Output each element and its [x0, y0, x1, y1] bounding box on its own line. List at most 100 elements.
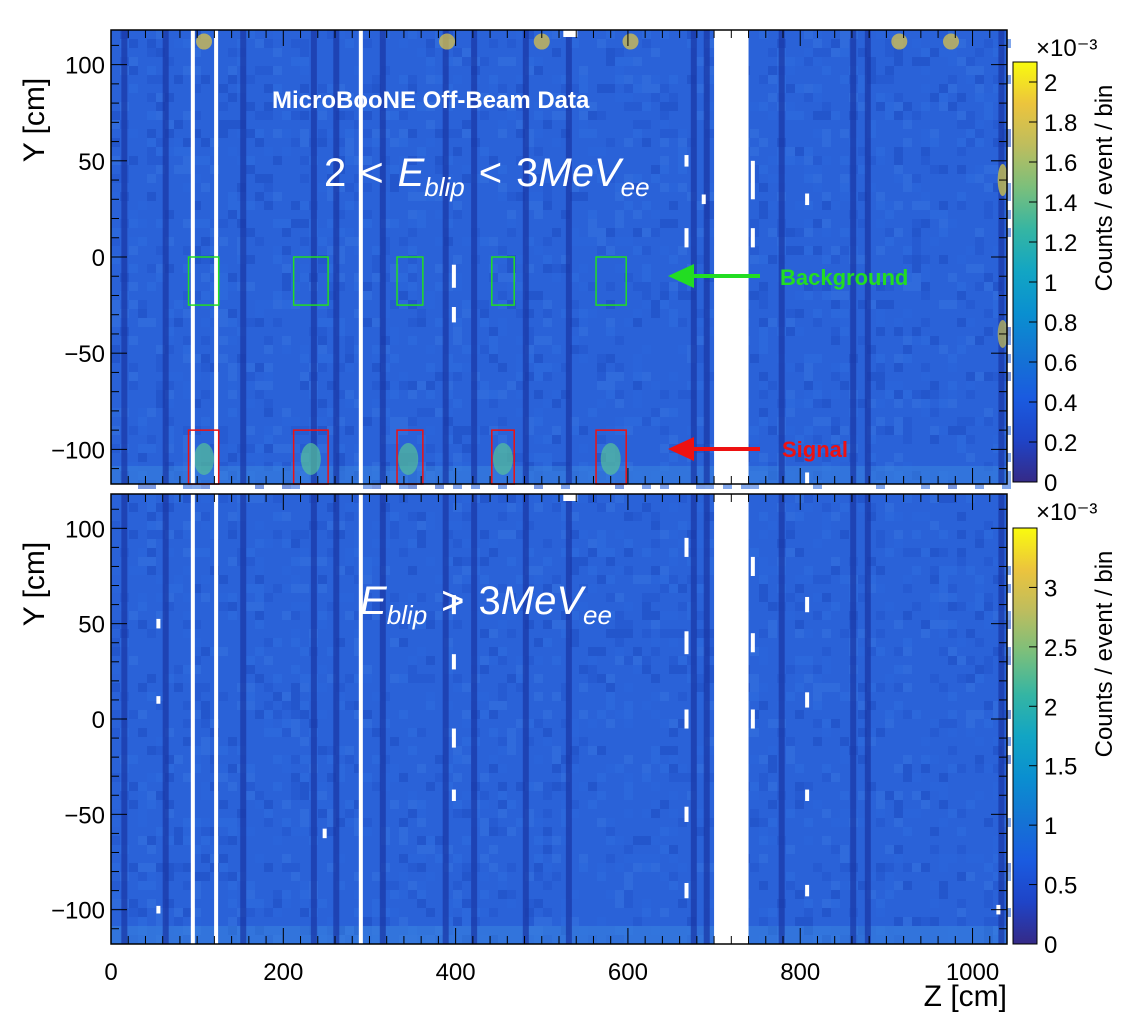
dead-wire-dash: [684, 155, 689, 167]
top-dark-strip: [240, 30, 247, 484]
bottom-x-axis-title: Z [cm]: [924, 980, 1007, 1013]
dead-wire-dash: [451, 654, 456, 670]
signal-hotspot: [194, 442, 215, 475]
dead-wire-dash: [805, 884, 810, 897]
dead-wire-dash: [156, 905, 161, 914]
bot-dark-strip: [850, 494, 857, 944]
bottom-colorbar: [1012, 527, 1038, 945]
bot-dark-strip: [522, 494, 529, 944]
background-box-3: [396, 256, 424, 306]
bottom-panel: 100 50 0 −50 −100 0 200 400 600 800 1000 Y [cm] Z…: [18, 493, 1118, 1013]
dead-wire-dash: [805, 692, 810, 708]
top-dark-strip: [850, 30, 857, 484]
bottom-colorbar-title: Counts / event / bin: [1091, 551, 1118, 758]
y-tick-label: 0: [92, 245, 105, 272]
colorbar-tick-label: 0.8: [1044, 310, 1077, 337]
y-tick-label: −100: [51, 898, 105, 925]
dead-wire-dash: [805, 789, 810, 801]
top-dark-strip: [333, 30, 340, 484]
top-hotspots: [194, 33, 1008, 475]
dead-wire-dash: [750, 228, 755, 248]
dead-notch: [563, 30, 578, 37]
top-dark-strip: [162, 30, 169, 484]
signal-hotspot: [398, 442, 419, 475]
signal-label: Signal: [782, 437, 848, 462]
dead-wire-dash: [451, 728, 456, 748]
bot-dark-strip: [690, 494, 697, 944]
colorbar-tick-label: 0.2: [1044, 430, 1077, 457]
y-tick-label: −100: [51, 437, 105, 464]
dead-wire-band: [714, 494, 749, 944]
signal-annotation: Signal: [668, 437, 848, 462]
bot-dark-strip: [703, 494, 710, 944]
top-panel: 100 50 0 −50 −100 Y [cm] MicroBooNE Off-Beam…: [18, 29, 1118, 497]
x-tick-label: 600: [608, 959, 648, 986]
y-tick-label: −50: [64, 802, 105, 829]
background-label: Background: [780, 265, 908, 290]
dead-wire-band: [714, 30, 749, 484]
colorbar-tick-label: 1.6: [1044, 150, 1077, 177]
dead-wire-dash: [750, 160, 755, 200]
top-colorbar: [1012, 61, 1038, 483]
bot-dark-strip: [778, 494, 785, 944]
dead-wire-dash: [156, 696, 161, 704]
top-chart-title: MicroBooNE Off-Beam Data: [272, 87, 590, 114]
signal-hotspot: [300, 442, 321, 475]
bot-dark-strip: [471, 494, 478, 944]
dead-wire-dash: [750, 556, 755, 576]
top-energy-cut-label: 2 < Eblip <3MeVee: [324, 151, 650, 202]
bottom-y-axis: 100 50 0 −50 −100: [51, 508, 1007, 930]
background-annotation: Background: [668, 264, 908, 290]
colorbar-tick-label: 0: [1044, 932, 1057, 959]
top-edge-hotspot: [891, 33, 908, 50]
bot-dark-strip: [240, 494, 247, 944]
y-tick-label: 50: [78, 612, 105, 639]
bot-dark-strip: [333, 494, 340, 944]
top-colorbar-title: Counts / event / bin: [1091, 85, 1118, 292]
top-dark-strip: [565, 30, 572, 484]
colorbar-tick-label: 1: [1044, 270, 1057, 297]
bot-dark-strip: [310, 494, 317, 944]
bottom-y-axis-title: Y [cm]: [18, 542, 51, 626]
colorbar-tick-label: 1.2: [1044, 230, 1077, 257]
top-dark-strip: [471, 30, 478, 484]
x-tick-label: 800: [780, 959, 820, 986]
dead-wire-dash: [701, 194, 706, 205]
dead-wire-dash: [750, 633, 755, 653]
dead-wire-dash: [684, 709, 689, 729]
top-x-axis-ticks: [110, 30, 1008, 484]
dead-wire-dash: [451, 264, 456, 288]
colorbar-tick-label: 1.4: [1044, 190, 1077, 217]
colorbar-tick-label: 1.8: [1044, 110, 1077, 137]
top-dark-strip: [690, 30, 697, 484]
top-dark-strip: [703, 30, 710, 484]
dead-wire-dash: [684, 537, 689, 557]
signal-hotspot: [493, 442, 513, 475]
y-tick-label: 0: [92, 707, 105, 734]
dead-wire-band: [214, 494, 219, 944]
x-tick-label: 1000: [946, 959, 999, 986]
background-box-2: [292, 256, 329, 306]
bot-dark-strip: [442, 494, 449, 944]
top-colorbar-ticks: 0 0.2 0.4 0.6 0.8 1 1.2 1.4 1.6 1.8 2: [1029, 70, 1077, 497]
bottom-colorbar-ticks: 0 0.5 1 1.5 2 2.5 3: [1029, 575, 1077, 959]
bot-dark-strip: [565, 494, 572, 944]
colorbar-tick-label: 2: [1044, 70, 1057, 97]
colorbar-tick-label: 0: [1044, 470, 1057, 497]
colorbar-tick-label: 0.5: [1044, 873, 1077, 900]
colorbar-tick-label: 2: [1044, 694, 1057, 721]
y-tick-label: 100: [65, 516, 105, 543]
dead-wire-dash: [156, 618, 161, 629]
top-colorbar-exponent: ×10⁻³: [1036, 35, 1097, 62]
dead-wire-band: [358, 494, 363, 944]
top-dark-strip: [442, 30, 449, 484]
top-y-axis-title: Y [cm]: [18, 78, 51, 162]
background-box-4: [491, 256, 515, 306]
dead-wire-dash: [684, 631, 689, 655]
colorbar-tick-label: 1: [1044, 813, 1057, 840]
x-tick-label: 400: [436, 959, 476, 986]
top-edge-hotspot: [943, 33, 959, 50]
colorbar-tick-label: 0.4: [1044, 390, 1077, 417]
colorbar-tick-label: 2.5: [1044, 635, 1077, 662]
bot-dark-strip: [379, 494, 386, 944]
